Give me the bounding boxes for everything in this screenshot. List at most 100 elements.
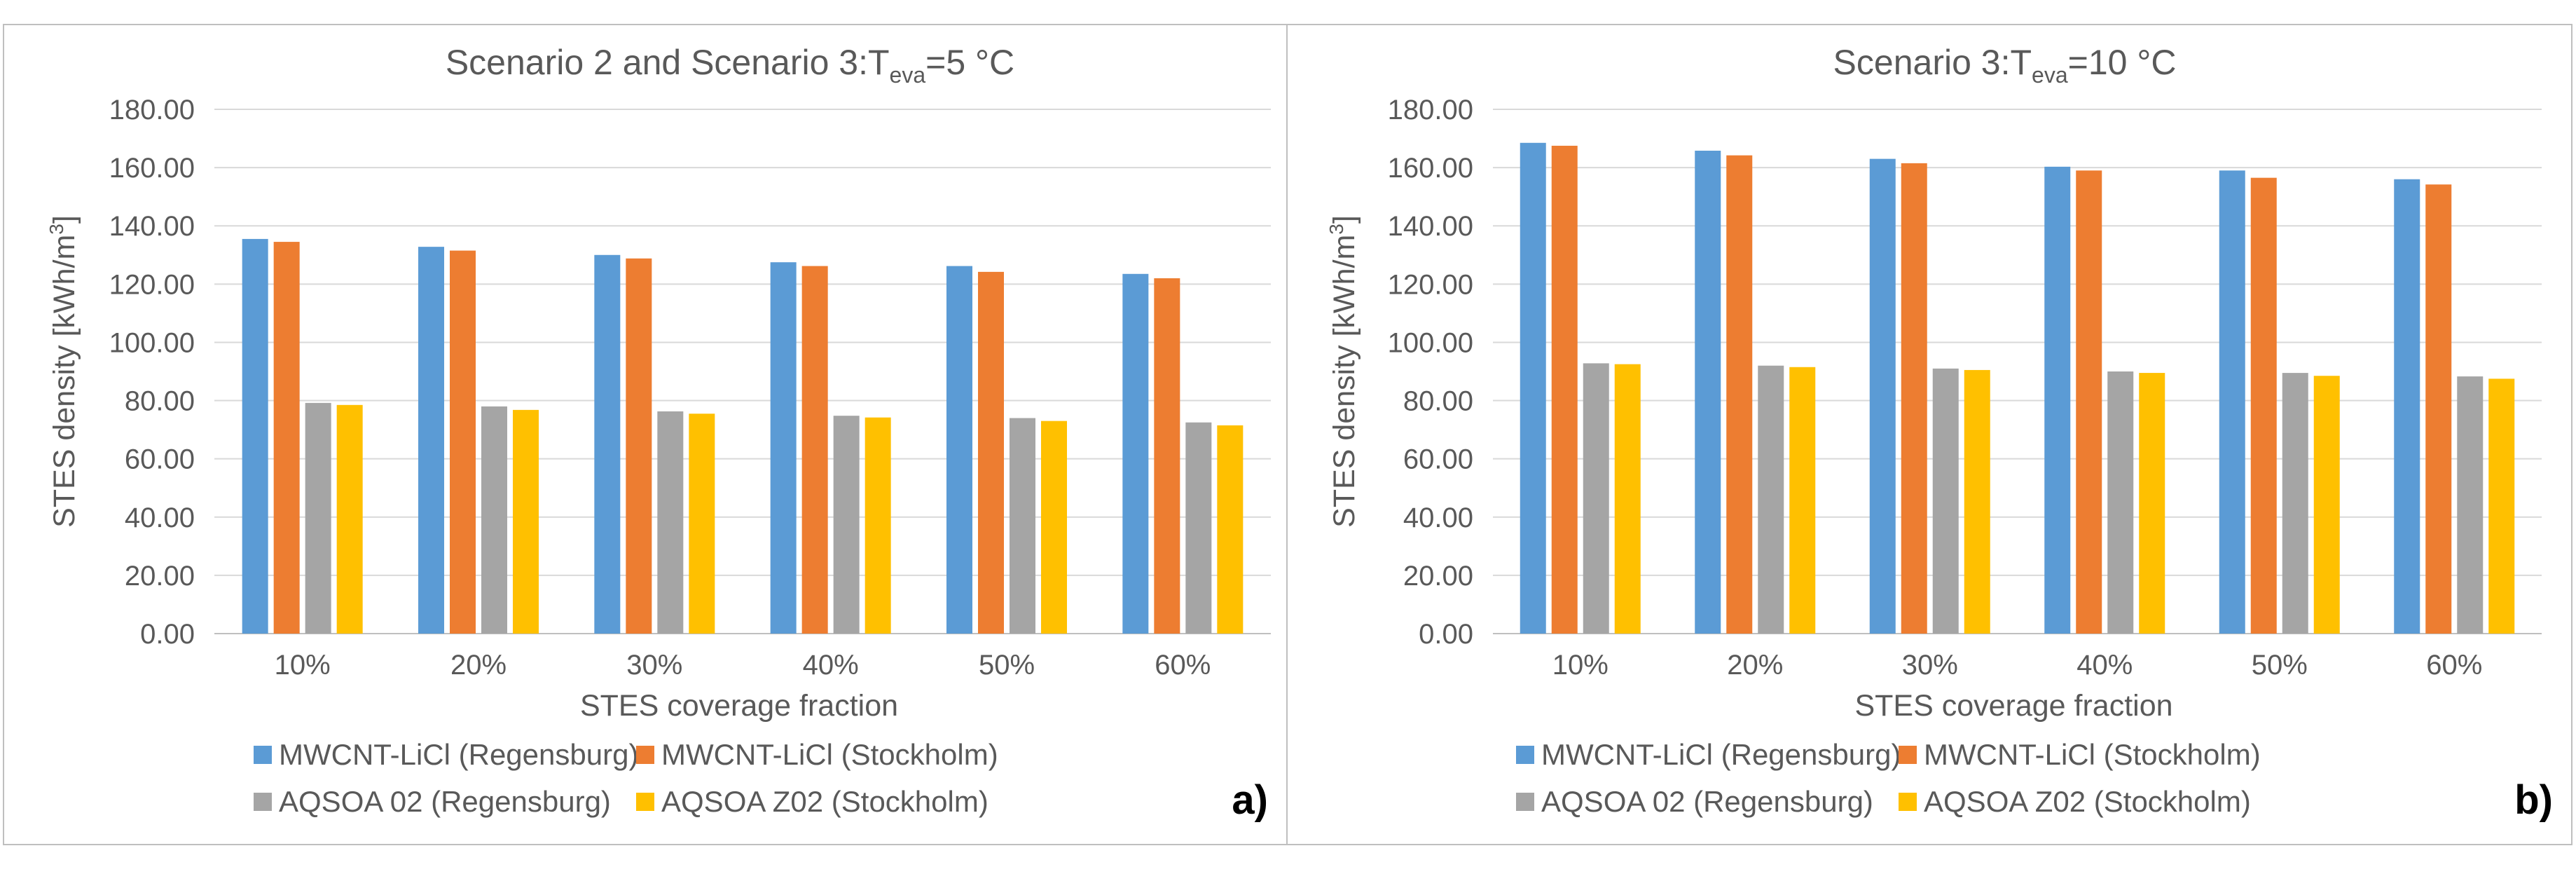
chart-b-svg: Scenario 3:Teva=10 °C 0.00 20.00 40.00 60.00… (1325, 43, 2553, 823)
bar (1901, 163, 1927, 634)
legend-swatch (1899, 793, 1917, 811)
y-tick-label: 80.00 (1403, 386, 1473, 417)
y-tick-label: 20.00 (125, 561, 195, 592)
legend-label: MWCNT-LiCl (Stockholm) (661, 738, 998, 771)
y-tick-label: 80.00 (125, 386, 195, 417)
bar (2107, 371, 2134, 634)
bar (1758, 365, 1784, 634)
bar (336, 404, 363, 634)
x-tick-label: 20% (1727, 650, 1783, 681)
y-tick-label: 100.00 (109, 327, 195, 358)
y-tick-label: 60.00 (125, 444, 195, 475)
y-tick-label: 180.00 (109, 95, 195, 125)
y-tick-label: 180.00 (1388, 95, 1473, 125)
bar (1217, 425, 1244, 634)
x-tick-label: 50% (979, 650, 1035, 681)
legend-swatch (1899, 746, 1917, 764)
bar (1122, 273, 1149, 634)
bar (2282, 373, 2308, 634)
legend-label: MWCNT-LiCl (Regensburg) (1541, 738, 1901, 771)
y-tick-label: 140.00 (109, 211, 195, 242)
bar (1154, 278, 1180, 634)
bar (594, 254, 621, 634)
y-tick-label: 120.00 (1388, 269, 1473, 300)
bar (2425, 184, 2452, 634)
bar (450, 250, 476, 634)
bar (242, 238, 268, 634)
x-tick-label: 50% (2252, 650, 2308, 681)
chart-panel-b: Scenario 3:Teva=10 °C 0.00 20.00 40.00 60.00… (1286, 24, 2572, 845)
y-axis-label: STES density [kWh/m3] (1325, 215, 1361, 528)
x-axis-label: STES coverage fraction (1854, 689, 2172, 723)
y-tick-label: 0.00 (140, 619, 195, 650)
bar (2250, 177, 2277, 634)
bar (1551, 145, 1578, 634)
bar (273, 242, 300, 634)
legend-label: MWCNT-LiCl (Regensburg) (279, 738, 638, 771)
chart-a-svg: Scenario 2 and Scenario 3:Teva=5 °C 0.00 2… (46, 43, 1271, 823)
legend-swatch (1516, 746, 1534, 764)
legend-label: AQSOA Z02 (Stockholm) (661, 785, 989, 818)
bar (2076, 170, 2102, 634)
legend-label: AQSOA 02 (Regensburg) (279, 785, 611, 818)
bar (2139, 373, 2165, 634)
bar (833, 416, 860, 634)
bar (689, 414, 715, 634)
chart-title: Scenario 3:Teva=10 °C (1833, 43, 2177, 88)
legend-swatch (1516, 793, 1534, 811)
y-tick-label: 60.00 (1403, 444, 1473, 475)
bar (865, 417, 891, 634)
y-tick-label: 20.00 (1403, 561, 1473, 592)
y-tick-label: 160.00 (109, 153, 195, 184)
bar (305, 402, 331, 634)
y-tick-label: 40.00 (125, 503, 195, 533)
x-tick-label: 60% (2426, 650, 2482, 681)
legend-swatch (254, 746, 272, 764)
bar (1010, 418, 1035, 634)
legend-label: AQSOA 02 (Regensburg) (1541, 785, 1873, 818)
bar (2488, 378, 2515, 634)
legend-label: MWCNT-LiCl (Stockholm) (1924, 738, 2261, 771)
bar (657, 411, 684, 634)
bar (1869, 158, 1896, 634)
y-tick-label: 0.00 (1419, 619, 1473, 650)
x-tick-label: 30% (1902, 650, 1958, 681)
legend-swatch (636, 793, 654, 811)
y-tick-label: 140.00 (1388, 211, 1473, 242)
bar (978, 271, 1004, 634)
bar (2394, 179, 2420, 634)
x-tick-label: 40% (2076, 650, 2133, 681)
bar (801, 266, 828, 634)
y-tick-label: 100.00 (1388, 327, 1473, 358)
bar (418, 247, 444, 634)
bar (626, 258, 652, 634)
bar (946, 266, 972, 634)
bar (2044, 166, 2071, 634)
x-tick-label: 10% (275, 650, 331, 681)
x-tick-label: 30% (626, 650, 682, 681)
bar (2219, 170, 2245, 634)
panel-label: a) (1232, 777, 1268, 823)
bar (1964, 369, 1990, 634)
chart-title: Scenario 2 and Scenario 3:Teva=5 °C (446, 43, 1014, 88)
bar (1726, 155, 1753, 634)
y-axis-label: STES density [kWh/m3] (46, 215, 81, 528)
bar (2313, 376, 2340, 634)
bar (2457, 376, 2484, 634)
y-tick-label: 160.00 (1388, 153, 1473, 184)
bar (1185, 422, 1212, 634)
chart-panel-a: Scenario 2 and Scenario 3:Teva=5 °C 0.00 2… (3, 24, 1288, 845)
bar (770, 262, 797, 634)
legend-swatch (636, 746, 654, 764)
bar (481, 406, 507, 634)
bar (1932, 368, 1959, 634)
bar (1789, 367, 1816, 634)
y-tick-label: 120.00 (109, 269, 195, 300)
bar (1041, 421, 1067, 634)
bar (1583, 363, 1609, 634)
bar (1695, 151, 1721, 634)
legend-label: AQSOA Z02 (Stockholm) (1924, 785, 2251, 818)
x-axis-label: STES coverage fraction (580, 689, 898, 723)
x-tick-label: 20% (450, 650, 507, 681)
bar (1614, 364, 1641, 634)
